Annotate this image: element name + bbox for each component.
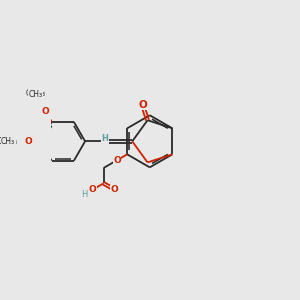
Text: O: O — [25, 137, 32, 146]
Text: O: O — [24, 137, 32, 146]
Text: O: O — [138, 100, 147, 110]
Text: H: H — [81, 190, 87, 199]
Text: OCH₃: OCH₃ — [25, 89, 45, 98]
Text: OCH₃: OCH₃ — [0, 137, 18, 146]
Text: O: O — [111, 185, 118, 194]
Text: O: O — [41, 107, 49, 116]
Text: O: O — [42, 107, 50, 116]
Text: H: H — [101, 134, 108, 142]
Text: O: O — [88, 185, 96, 194]
Text: O: O — [113, 156, 121, 165]
Text: CH₃: CH₃ — [28, 89, 43, 98]
Text: CH₃: CH₃ — [1, 137, 15, 146]
